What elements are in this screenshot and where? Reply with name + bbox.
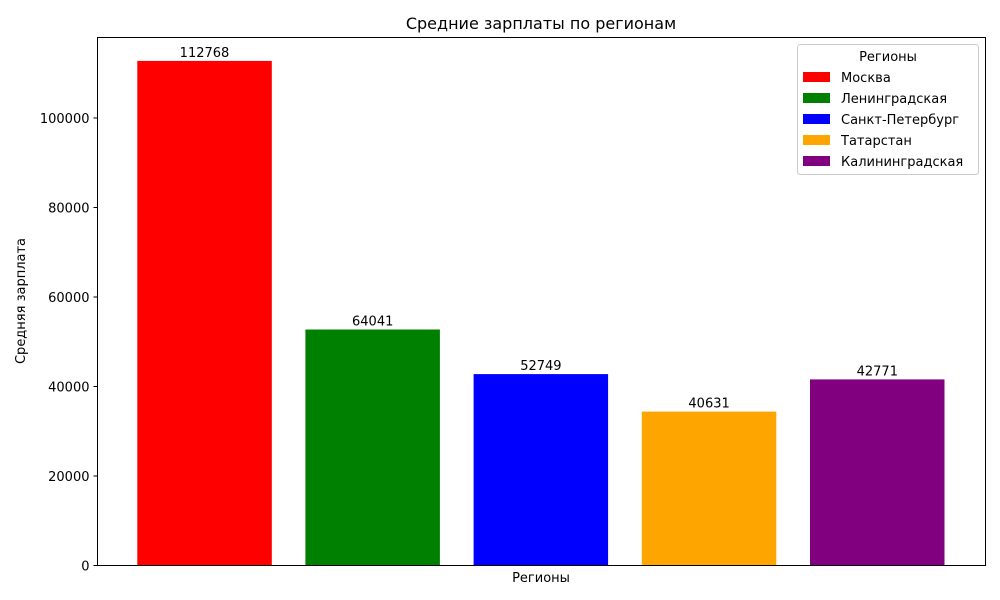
legend-swatch (803, 156, 830, 166)
y-tick-label: 40000 (48, 381, 89, 396)
legend-label: Татарстан (840, 134, 912, 149)
legend-swatch (803, 114, 830, 124)
bar-value-label: 112768 (180, 46, 230, 61)
bar-5 (810, 379, 945, 566)
bar-2 (305, 329, 440, 566)
bar-1 (137, 60, 272, 566)
legend-label: Ленинградская (841, 92, 947, 107)
y-tick-label: 0 (81, 560, 89, 575)
plot-frame (97, 37, 986, 566)
y-tick-label: 80000 (48, 202, 89, 217)
bar-value-label: 64041 (352, 315, 393, 330)
legend: Регионы Москва Ленинградская Санкт-Петербу… (797, 44, 979, 175)
y-tick-label: 100000 (40, 112, 90, 127)
legend-entries: Москва Ленинградская Санкт-Петербург Татарс… (803, 71, 963, 170)
legend-label: Москва (841, 71, 891, 86)
x-axis-label: Регионы (512, 571, 570, 586)
bar-4 (641, 411, 777, 566)
legend-label: Санкт-Петербург (841, 113, 959, 128)
bar-value-label: 42771 (857, 364, 898, 379)
legend-frame (797, 44, 979, 175)
bars-group (137, 60, 945, 566)
chart-title: Средние зарплаты по регионам (406, 14, 676, 33)
bar-value-label: 40631 (688, 397, 729, 412)
y-tick-label: 20000 (48, 470, 89, 485)
legend-label: Калининградская (841, 155, 963, 170)
y-tick-label: 60000 (48, 291, 89, 306)
legend-swatch (803, 72, 830, 82)
bar-3 (473, 374, 609, 566)
y-axis-label: Средняя зарплата (14, 238, 29, 364)
bar-labels-group: 112768 64041 52749 40631 42771 (180, 46, 898, 412)
y-axis-ticks: 0 20000 40000 60000 80000 100000 (40, 112, 98, 575)
legend-title: Регионы (859, 50, 917, 65)
legend-swatch (803, 93, 830, 103)
bar-value-label: 52749 (520, 359, 561, 374)
legend-swatch (803, 135, 830, 145)
